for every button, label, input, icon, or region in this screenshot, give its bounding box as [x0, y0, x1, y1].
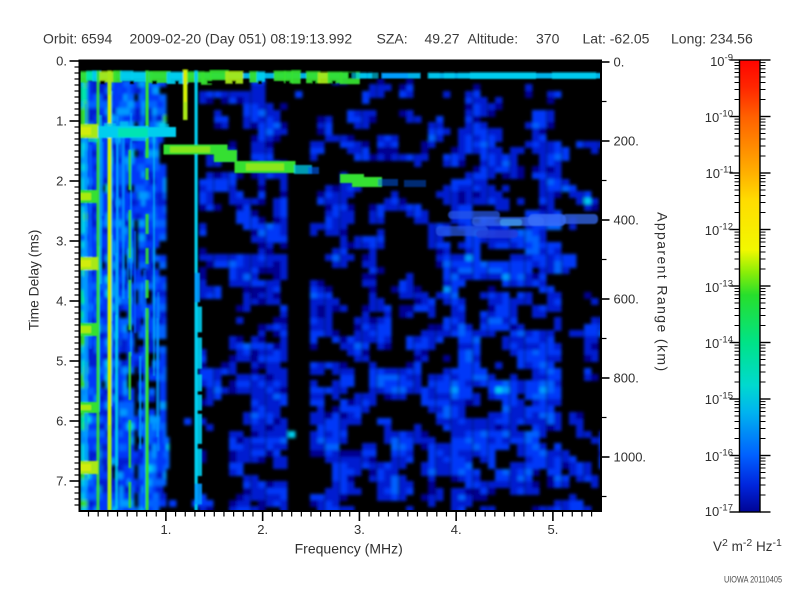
svg-text:0.: 0.: [614, 55, 625, 70]
svg-text:SZA:: SZA:: [377, 31, 408, 47]
svg-text:370: 370: [536, 31, 560, 47]
svg-text:1.: 1.: [56, 114, 67, 129]
svg-text:Orbit: 6594: Orbit: 6594: [43, 31, 112, 47]
svg-text:2009-02-20 (Day 051) 08:19:13.: 2009-02-20 (Day 051) 08:19:13.992: [130, 31, 353, 47]
svg-text:V2 m-2 Hz-1: V2 m-2 Hz-1: [713, 537, 782, 554]
svg-text:3.: 3.: [354, 522, 365, 537]
svg-text:5.: 5.: [56, 354, 67, 369]
svg-text:49.27: 49.27: [425, 31, 460, 47]
svg-text:Apparent Range (km): Apparent Range (km): [655, 212, 671, 372]
svg-text:Frequency (MHz): Frequency (MHz): [295, 541, 403, 557]
svg-text:Long: 234.56: Long: 234.56: [671, 31, 753, 47]
svg-text:1.: 1.: [160, 522, 171, 537]
svg-text:400.: 400.: [614, 213, 639, 228]
svg-text:1000.: 1000.: [614, 450, 647, 465]
svg-text:4.: 4.: [451, 522, 462, 537]
svg-text:4.: 4.: [56, 294, 67, 309]
svg-text:600.: 600.: [614, 292, 639, 307]
svg-text:7.: 7.: [56, 474, 67, 489]
svg-text:800.: 800.: [614, 371, 639, 386]
svg-text:5.: 5.: [547, 522, 558, 537]
svg-text:2.: 2.: [56, 174, 67, 189]
svg-text:Time Delay (ms): Time Delay (ms): [27, 230, 42, 331]
svg-text:Altitude:: Altitude:: [468, 31, 519, 47]
svg-text:0.: 0.: [56, 54, 67, 69]
svg-text:6.: 6.: [56, 414, 67, 429]
svg-text:2.: 2.: [257, 522, 268, 537]
svg-text:Lat: -62.05: Lat: -62.05: [583, 31, 650, 47]
svg-text:200.: 200.: [614, 134, 639, 149]
svg-text:3.: 3.: [56, 234, 67, 249]
svg-text:UIOWA 20110405: UIOWA 20110405: [724, 575, 782, 585]
